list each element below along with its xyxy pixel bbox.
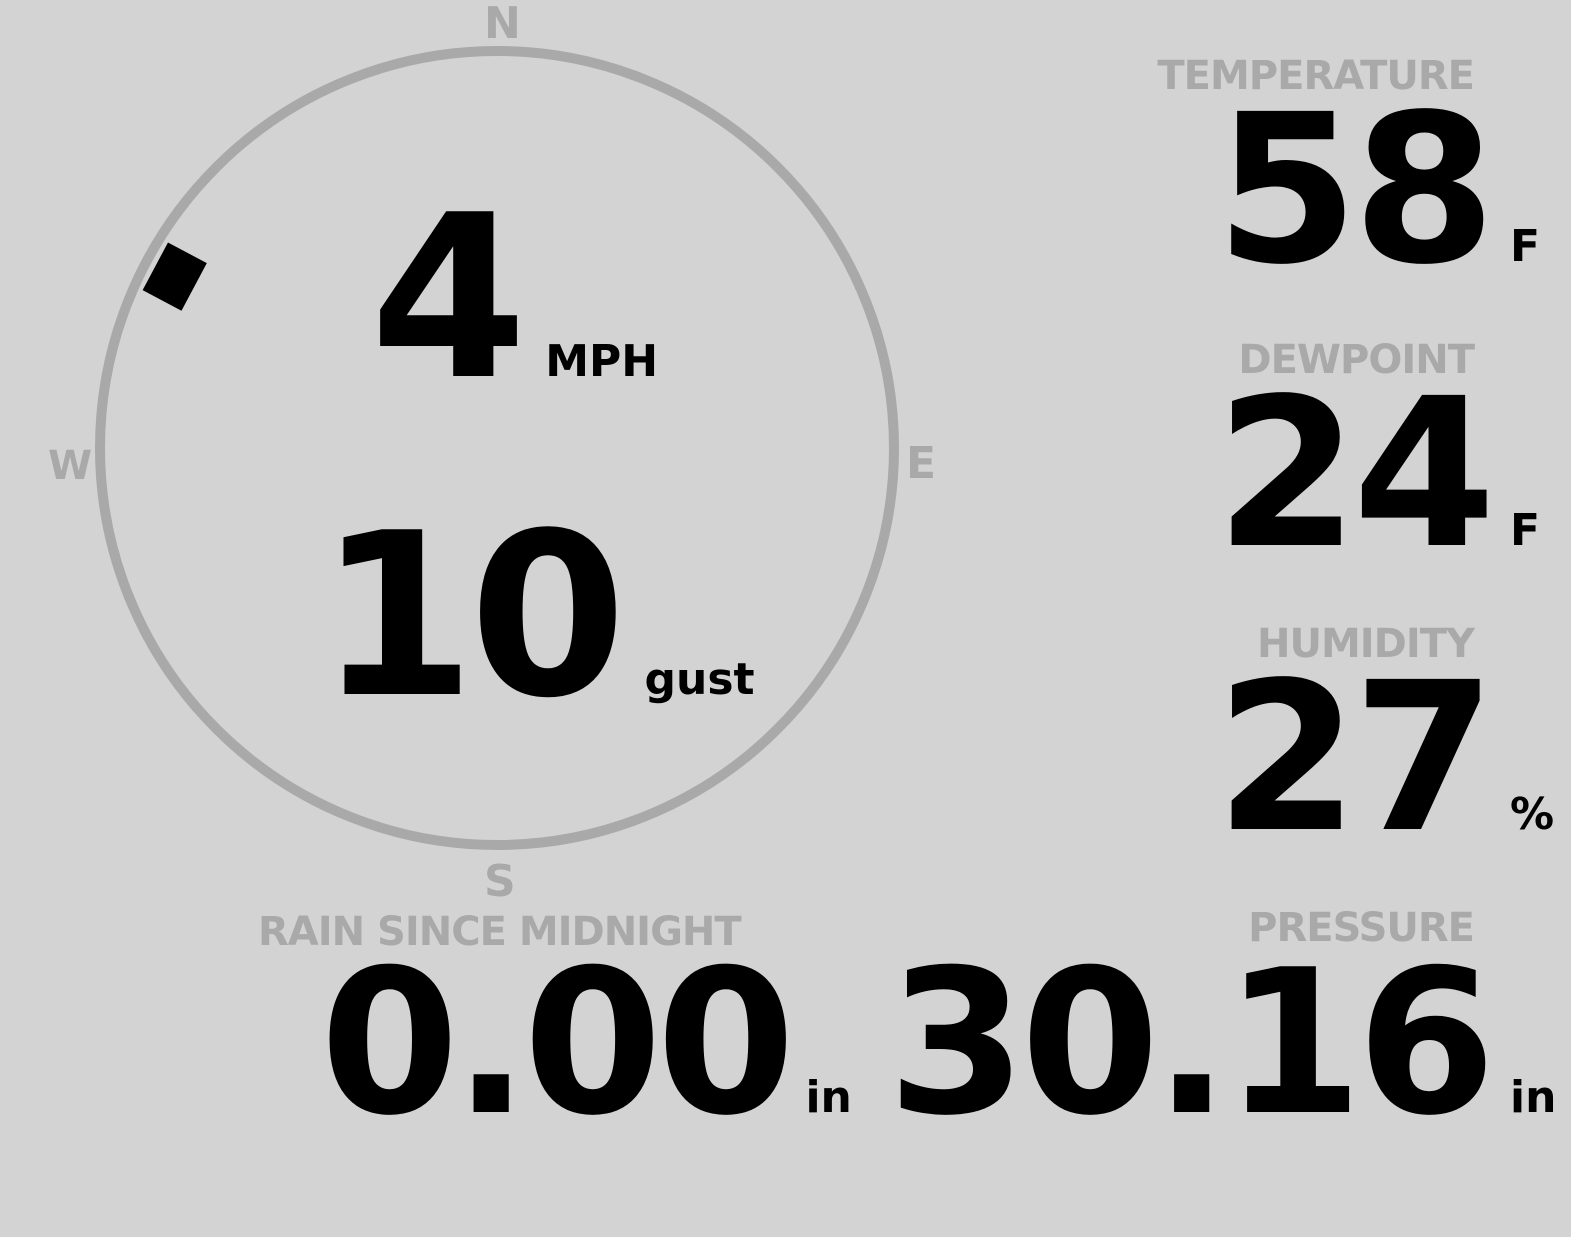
temperature-unit: F	[1510, 221, 1541, 272]
wind-gust-value: 10	[318, 485, 627, 748]
pressure-row: 30.16 in	[887, 927, 1571, 1160]
rain-label: RAIN SINCE MIDNIGHT	[258, 909, 742, 955]
compass-south-label: S	[484, 856, 516, 907]
dewpoint-label: DEWPOINT	[1238, 337, 1475, 383]
rain-value: 0.00	[320, 927, 795, 1160]
wind-direction-marker	[142, 242, 207, 311]
wind-speed-unit: MPH	[545, 336, 659, 387]
humidity-value: 27	[1215, 638, 1496, 878]
compass-east-label: E	[906, 438, 936, 489]
dewpoint-row: 24 F	[1215, 354, 1571, 594]
compass-north-label: N	[484, 0, 521, 49]
wind-gust-unit: gust	[644, 654, 755, 705]
dewpoint-value: 24	[1215, 354, 1496, 594]
humidity-row: 27 %	[1215, 638, 1571, 878]
wind-gust-row: 10 gust	[318, 485, 755, 748]
pressure-label: PRESSURE	[1248, 905, 1475, 951]
temperature-row: 58 F	[1215, 70, 1571, 310]
rain-row: 0.00 in	[320, 927, 852, 1160]
compass-ring	[95, 46, 899, 850]
wind-speed-row: 4 MPH	[370, 167, 659, 430]
temperature-label: TEMPERATURE	[1157, 53, 1475, 99]
wind-speed-value: 4	[370, 167, 527, 430]
compass-west-label: W	[48, 443, 92, 489]
rain-unit: in	[805, 1072, 852, 1123]
humidity-label: HUMIDITY	[1257, 621, 1475, 667]
dewpoint-unit: F	[1510, 505, 1541, 556]
temperature-value: 58	[1215, 70, 1496, 310]
pressure-unit: in	[1510, 1072, 1557, 1123]
pressure-value: 30.16	[887, 927, 1496, 1160]
humidity-unit: %	[1510, 789, 1555, 840]
